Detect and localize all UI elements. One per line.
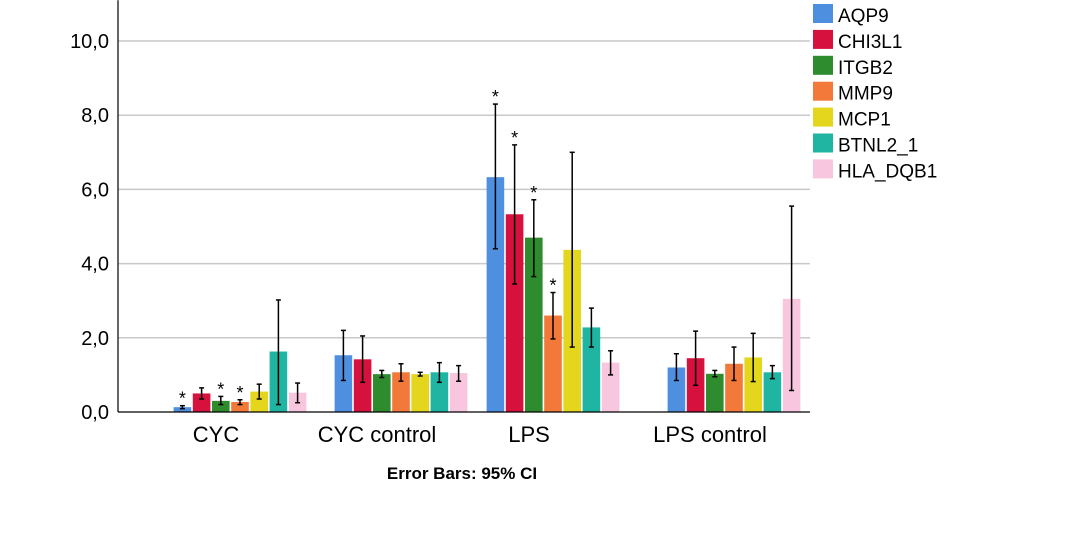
bar — [231, 401, 249, 412]
bar — [582, 327, 601, 412]
bar — [449, 373, 468, 412]
bar — [353, 359, 372, 412]
bar — [744, 357, 762, 412]
bar — [706, 373, 724, 412]
legend-label: ITGB2 — [838, 58, 893, 79]
bar — [173, 407, 192, 412]
x-tick-label: LPS — [508, 422, 550, 447]
bar — [192, 393, 211, 412]
legend-label: MCP1 — [838, 110, 891, 131]
bar — [392, 372, 410, 412]
bar — [250, 391, 268, 412]
legend-swatch — [813, 159, 833, 179]
bar — [411, 374, 429, 412]
bar — [601, 362, 620, 412]
legend-label: HLA_DQB1 — [838, 161, 937, 182]
x-tick-label: LPS control — [653, 422, 767, 447]
significance-star: * — [217, 379, 224, 399]
y-tick-label: 4,0 — [81, 254, 109, 276]
significance-star: * — [549, 276, 556, 296]
bar — [525, 237, 543, 412]
legend-swatch — [813, 29, 833, 49]
y-tick-label: 10,0 — [70, 31, 109, 53]
bar — [763, 372, 782, 412]
significance-star: * — [530, 183, 537, 203]
bar — [486, 177, 505, 412]
footnote: Error Bars: 95% CI — [387, 464, 537, 483]
legend-swatch — [813, 55, 833, 75]
legend-label: BTNL2_1 — [838, 136, 918, 157]
significance-star: * — [511, 128, 518, 148]
legend-label: MMP9 — [838, 84, 893, 105]
bar — [667, 367, 686, 412]
legend-swatch — [813, 81, 833, 101]
legend: AQP9 CHI3L1 ITGB2 MMP9 MCP1 BTNL2_1 HLA_DQB1 — [813, 4, 937, 182]
bar — [334, 355, 353, 412]
bar — [430, 372, 449, 412]
legend-swatch — [813, 133, 833, 153]
legend-swatch — [813, 107, 833, 127]
y-tick-label: 8,0 — [81, 105, 109, 127]
y-axis: 0,0 2,0 4,0 6,0 8,0 10,0 — [70, 0, 119, 424]
y-tick-label: 6,0 — [81, 179, 109, 201]
x-axis: CYC CYC control LPS LPS control — [118, 411, 810, 447]
bar — [212, 400, 230, 412]
bar — [505, 214, 524, 412]
significance-star: * — [236, 383, 243, 403]
significance-star: * — [492, 87, 499, 107]
x-tick-label: CYC — [193, 422, 240, 447]
legend-label: AQP9 — [838, 6, 889, 27]
significance-star: * — [179, 389, 186, 409]
bar — [544, 315, 562, 412]
legend-label: CHI3L1 — [838, 32, 902, 53]
x-tick-label: CYC control — [318, 422, 437, 447]
bar — [373, 374, 391, 412]
significance-markers: * * * * * * * — [179, 87, 557, 409]
gridlines — [118, 40, 810, 339]
bar — [725, 363, 743, 412]
y-tick-label: 0,0 — [81, 402, 109, 424]
error-bars — [179, 103, 795, 410]
legend-swatch — [813, 4, 833, 23]
y-tick-label: 2,0 — [81, 328, 109, 350]
bars — [173, 177, 801, 412]
